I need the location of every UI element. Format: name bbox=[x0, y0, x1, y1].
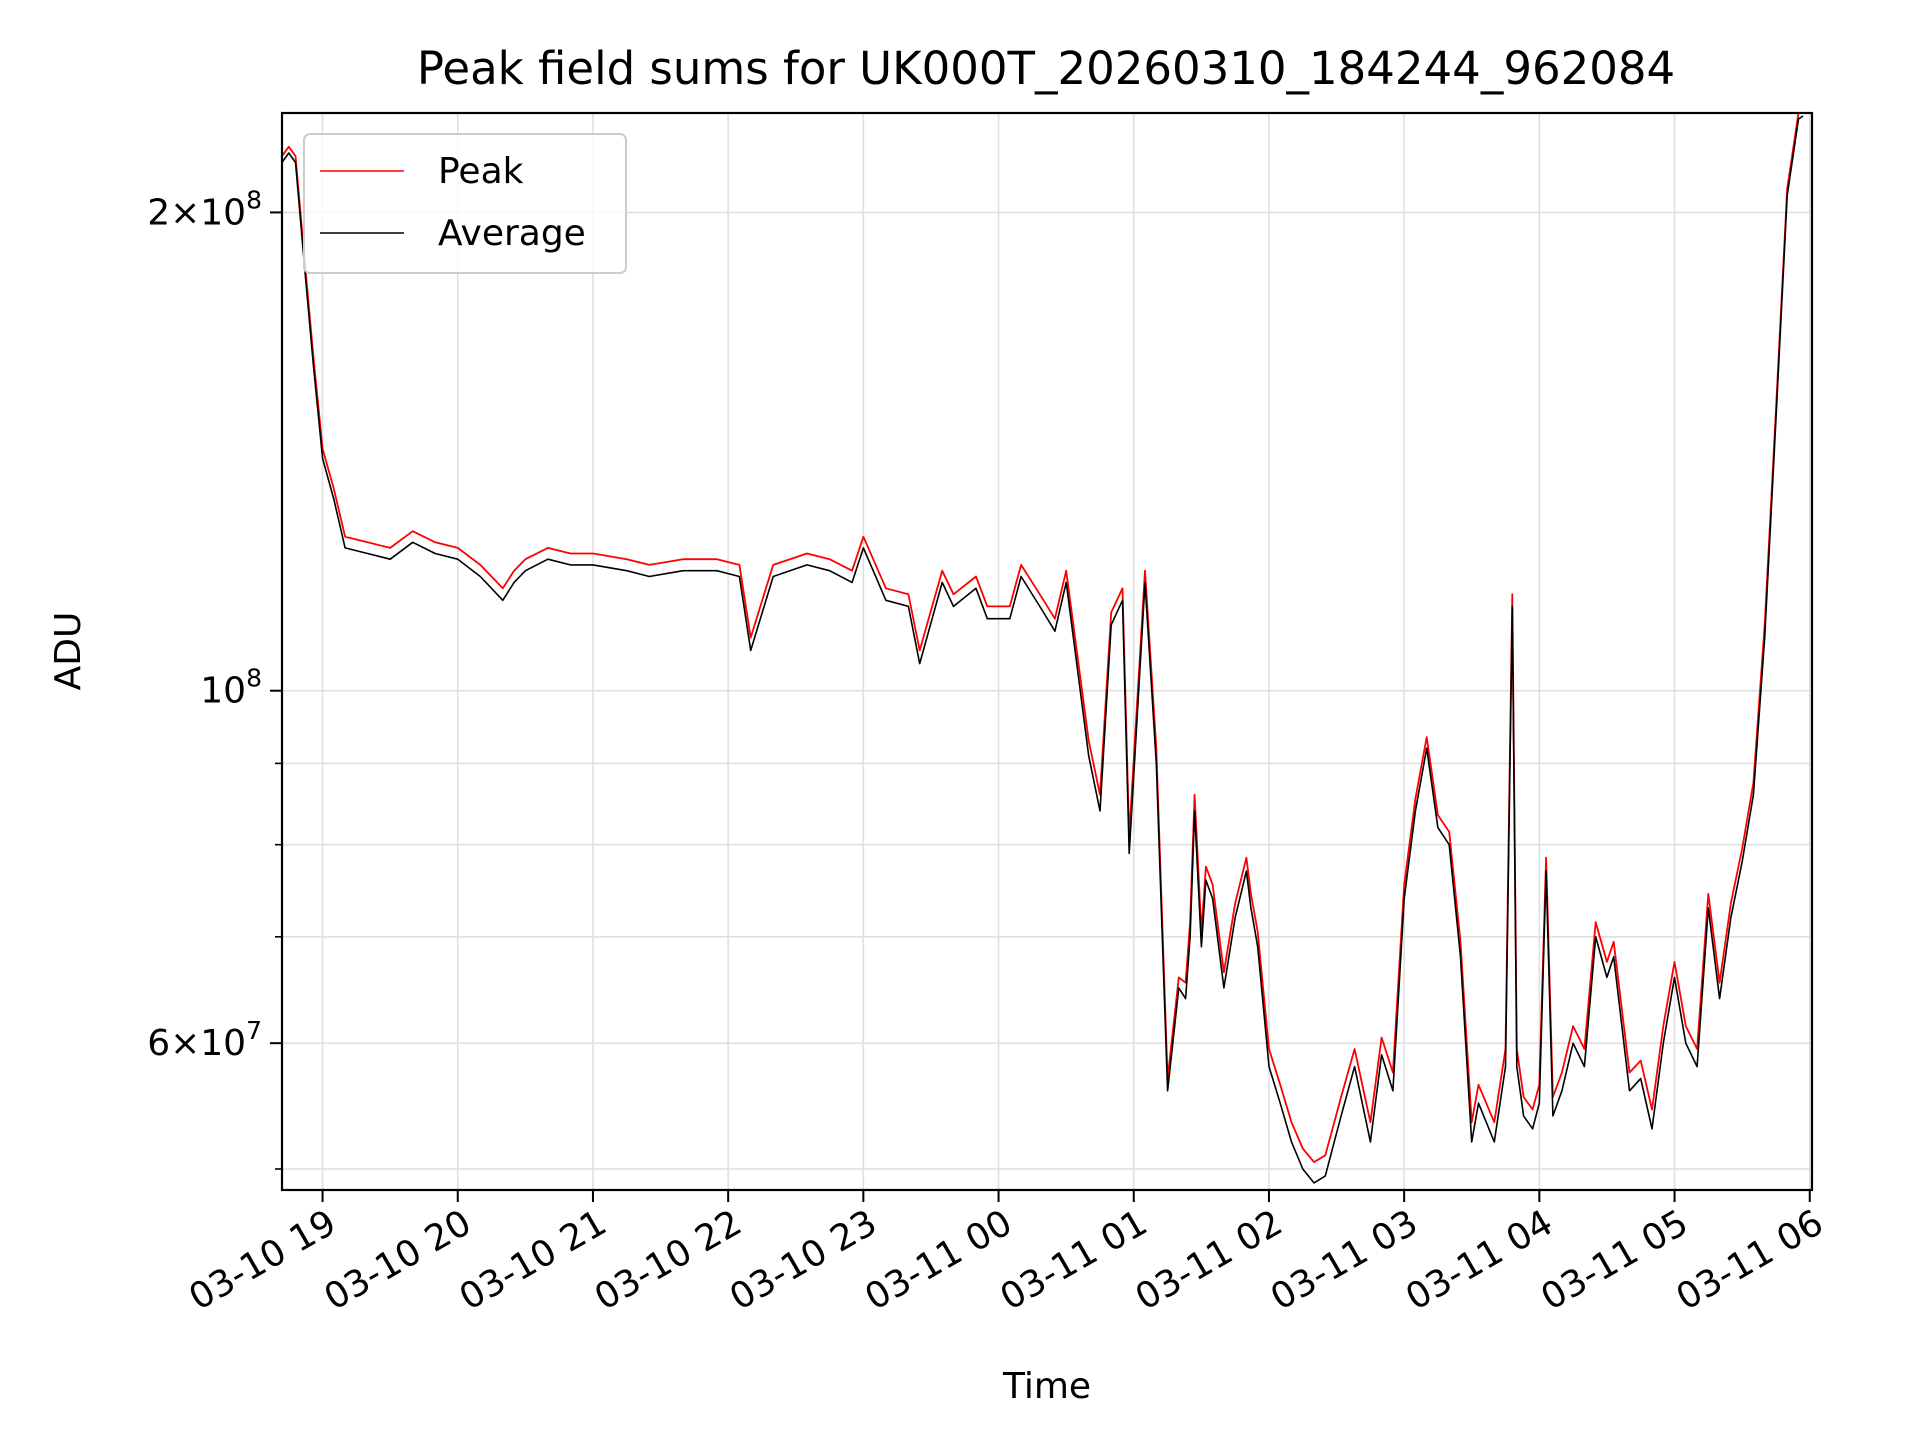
y-tick-label: 2×108 bbox=[147, 185, 262, 233]
legend-box bbox=[303, 133, 627, 274]
chart-title: Peak field sums for UK000T_20260310_1842… bbox=[417, 42, 1675, 95]
plot-frame bbox=[280, 111, 1814, 1192]
series-line-peak bbox=[281, 112, 1803, 1163]
y-axis-label: ADU bbox=[48, 612, 89, 691]
x-axis-label: Time bbox=[1002, 1366, 1091, 1407]
plot-series bbox=[281, 112, 1804, 1184]
legend-label-peak: Peak bbox=[438, 151, 524, 192]
series-line-average bbox=[281, 115, 1804, 1184]
legend: Peak Average bbox=[303, 133, 627, 274]
y-tick-label: 108 bbox=[200, 664, 262, 712]
y-axis: 6×107 108 2×108 bbox=[147, 185, 282, 1170]
y-tick-label: 6×107 bbox=[147, 1016, 262, 1064]
legend-label-average: Average bbox=[438, 213, 586, 254]
gridlines bbox=[282, 113, 1812, 1190]
